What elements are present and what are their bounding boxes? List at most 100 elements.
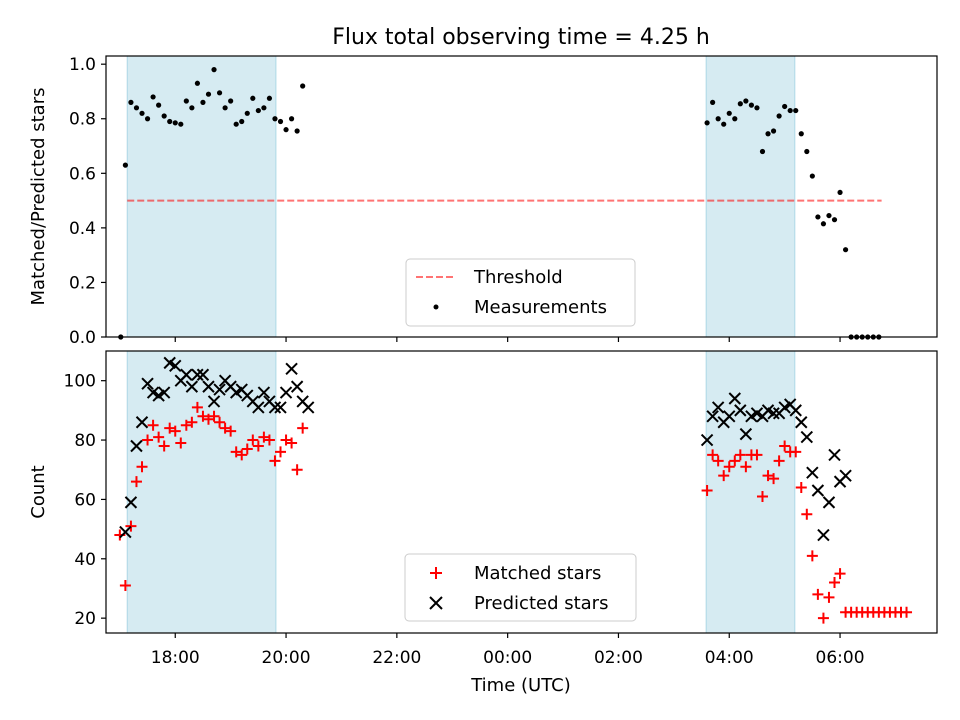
- matched-star-point: [823, 591, 835, 603]
- predicted-star-point: [734, 404, 747, 417]
- predicted-star-point: [169, 359, 182, 373]
- y-tick-label: 20: [74, 609, 96, 629]
- x-tick-label: 04:00: [705, 648, 754, 668]
- measurement-point: [172, 120, 178, 126]
- measurement-point: [288, 116, 295, 122]
- matched-star-point: [773, 455, 785, 467]
- measurement-point: [300, 83, 306, 89]
- measurement-point: [144, 116, 151, 122]
- matched-star-point: [202, 413, 214, 425]
- matched-star-point: [275, 446, 287, 458]
- predicted-star-point: [185, 380, 199, 393]
- count-legend-box: [404, 553, 637, 622]
- x-tick-label: 02:00: [594, 648, 643, 668]
- matched-star-point: [119, 580, 131, 592]
- measurement-point: [787, 107, 793, 114]
- measurement-point: [721, 121, 727, 127]
- matched-star-point: [286, 437, 298, 449]
- predicted-star-point: [268, 401, 282, 414]
- measurement-point: [200, 99, 206, 105]
- count-panel: 20 40 60 80 100 18:00 20:00 22:00 00:00 02:00 04:0…: [64, 350, 938, 668]
- measurement-point: [194, 80, 201, 86]
- predicted-star-point: [806, 466, 819, 479]
- matched-star-point: [812, 588, 824, 600]
- measurement-point: [228, 98, 234, 104]
- predicted-star-point: [285, 362, 298, 376]
- y-tick-label: 1.0: [69, 55, 96, 75]
- matched-star-point: [701, 485, 713, 497]
- measurement-point: [139, 110, 145, 116]
- predicted-star-point: [711, 401, 725, 414]
- x-axis-label: Time (UTC): [470, 675, 571, 696]
- matched-star-point: [258, 431, 270, 443]
- predicted-star-point: [817, 528, 830, 542]
- predicted-star-point: [795, 416, 808, 429]
- predicted-star-point: [207, 395, 221, 408]
- measurement-point: [804, 148, 810, 155]
- predicted-star-point: [157, 386, 171, 399]
- measurement-point: [283, 127, 289, 133]
- predicted-star-point: [124, 496, 138, 509]
- matched-star-point: [751, 449, 763, 461]
- predicted-star-point: [728, 392, 741, 405]
- predicted-star-point: [130, 439, 143, 453]
- measurement-point: [128, 99, 134, 105]
- predicted-star-point: [135, 416, 149, 429]
- measurement-point: [250, 95, 256, 101]
- ratio-legend: Threshold Measurements: [405, 258, 636, 327]
- matched-star-point: [225, 425, 237, 437]
- measurement-point: [754, 105, 760, 111]
- plot-frame: [105, 350, 938, 634]
- measurement-point: [156, 102, 162, 108]
- matched-star-point: [197, 410, 209, 422]
- y-tick-label: 0.6: [69, 164, 96, 184]
- legend-measurements-swatch: [433, 304, 439, 310]
- measurement-point: [161, 113, 167, 119]
- measurement-point: [820, 221, 827, 227]
- measurement-point: [277, 118, 284, 125]
- measurement-point: [815, 214, 821, 220]
- matched-star-point: [817, 612, 829, 624]
- matched-star-point: [136, 461, 148, 473]
- observing-window-span: [127, 351, 276, 633]
- matched-star-point: [795, 482, 807, 494]
- x-tick-label: 18:00: [151, 648, 200, 668]
- matched-star-point: [164, 422, 176, 434]
- observing-window-span: [706, 351, 795, 633]
- measurement-point: [150, 94, 156, 100]
- predicted-star-point: [202, 380, 215, 393]
- predicted-star-point: [119, 525, 132, 539]
- measurement-point: [809, 173, 815, 179]
- measurement-point: [233, 121, 239, 127]
- matched-star-point: [901, 606, 913, 618]
- measurement-point: [294, 128, 300, 134]
- measurement-point: [216, 90, 223, 96]
- measurement-point: [737, 101, 743, 107]
- predicted-star-point: [290, 380, 304, 393]
- chart-title: Flux total observing time = 4.25 h: [332, 25, 710, 50]
- matched-star-point: [729, 455, 741, 467]
- measurement-point: [239, 118, 245, 125]
- predicted-star-point: [191, 368, 204, 381]
- measurement-point: [183, 98, 189, 104]
- y-tick-label: 100: [64, 372, 96, 392]
- x-tick-label: 06:00: [816, 648, 865, 668]
- measurement-point: [122, 162, 128, 168]
- predicted-star-point: [789, 404, 802, 417]
- x-tick-label: 20:00: [262, 648, 311, 668]
- y-tick-label: 0.2: [69, 273, 96, 293]
- matched-star-point: [247, 434, 259, 446]
- measurement-point: [793, 107, 799, 114]
- matched-star-point: [230, 446, 242, 458]
- matched-star-point: [790, 446, 802, 458]
- matched-star-point: [779, 440, 791, 452]
- matched-star-point: [175, 437, 187, 449]
- measurement-point: [831, 217, 838, 223]
- matched-star-point: [291, 464, 303, 476]
- predicted-star-point: [141, 377, 154, 390]
- matched-star-point: [801, 508, 813, 520]
- predicted-star-point: [822, 496, 836, 509]
- ratio-y-axis-label: Matched/Predicted stars: [28, 88, 49, 306]
- measurement-point: [255, 107, 261, 114]
